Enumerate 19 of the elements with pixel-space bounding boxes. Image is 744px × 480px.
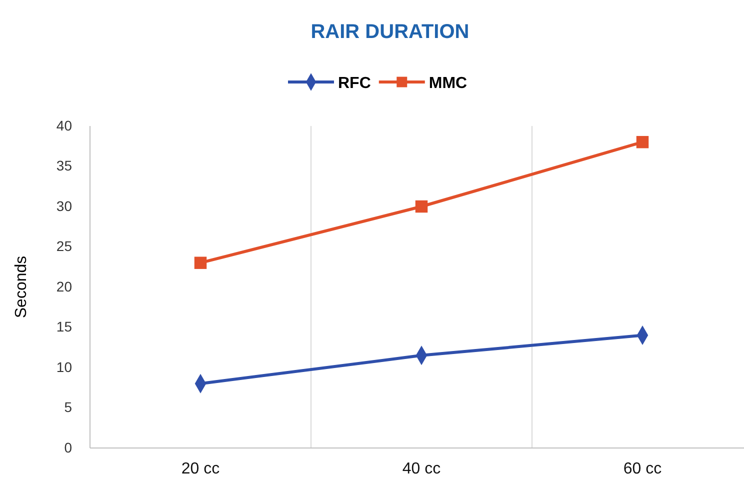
y-tick-label: 10	[56, 358, 72, 375]
y-axis-title: Seconds	[13, 256, 30, 318]
x-tick-label: 60 cc	[623, 460, 662, 478]
chart-title: RAIR DURATION	[310, 21, 470, 43]
point	[194, 256, 207, 269]
y-tick-label: 15	[56, 318, 72, 335]
x-tick-label: 20 cc	[181, 460, 220, 478]
y-tick-label: 40	[56, 117, 72, 134]
legend-label: MMC	[428, 75, 468, 92]
y-tick-label: 30	[56, 198, 72, 214]
y-tick-label: 35	[56, 158, 72, 174]
y-tick-label: 25	[56, 238, 72, 254]
y-tick-label: 0	[64, 439, 72, 456]
y-tick-label: 5	[64, 399, 72, 416]
legend-label: RFC	[338, 75, 372, 92]
x-tick-label: 40 cc	[402, 460, 441, 478]
point	[415, 200, 428, 213]
point	[636, 136, 649, 148]
y-tick-label: 20	[56, 278, 72, 294]
